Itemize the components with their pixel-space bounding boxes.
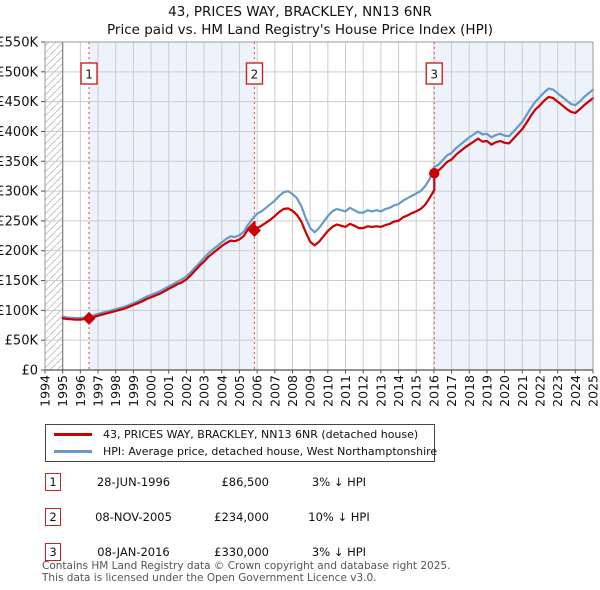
sale-number-label: 3 bbox=[430, 68, 438, 82]
transaction-number-badge: 2 bbox=[45, 507, 61, 526]
footer-line-2: This data is licensed under the Open Gov… bbox=[42, 572, 377, 584]
x-axis-tick-label: 2004 bbox=[214, 375, 229, 407]
y-axis-tick-label: £300K bbox=[0, 185, 38, 200]
y-axis-tick-label: £0 bbox=[21, 364, 38, 379]
x-axis-tick-label: 2006 bbox=[250, 375, 265, 407]
y-axis-tick-label: £200K bbox=[0, 244, 38, 259]
transaction-price: £86,500 bbox=[221, 474, 269, 489]
sale-point-marker bbox=[82, 311, 96, 325]
shaded-ownership-region bbox=[89, 42, 255, 370]
blue-line-sample bbox=[54, 450, 92, 453]
x-axis-tick-label: 1994 bbox=[38, 375, 53, 407]
transaction-number-badge: 1 bbox=[45, 472, 61, 491]
y-axis-tick-label: £250K bbox=[0, 214, 38, 229]
x-axis-tick-label: 2009 bbox=[303, 375, 318, 407]
x-axis-tick-label: 2007 bbox=[267, 375, 282, 407]
x-axis-tick-label: 2018 bbox=[462, 375, 477, 407]
x-axis-tick-label: 2008 bbox=[285, 375, 300, 407]
x-axis-tick-label: 2005 bbox=[232, 375, 247, 407]
table-row: 3 08-JAN-2016 £330,000 3% ↓ HPI bbox=[45, 541, 475, 562]
x-axis-tick-label: 2021 bbox=[515, 375, 530, 407]
legend-item-price-paid: 43, PRICES WAY, BRACKLEY, NN13 6NR (deta… bbox=[54, 427, 434, 442]
x-axis-tick-label: 1999 bbox=[126, 375, 141, 407]
transaction-hpi-diff: 3% ↓ HPI bbox=[311, 544, 367, 559]
y-axis-tick-label: £350K bbox=[0, 155, 38, 170]
x-axis-tick-label: 1996 bbox=[73, 375, 88, 407]
transaction-date: 28-JUN-1996 bbox=[96, 474, 171, 489]
x-axis-tick-label: 2001 bbox=[161, 375, 176, 407]
transaction-hpi-diff: 3% ↓ HPI bbox=[311, 474, 367, 489]
y-axis-tick-label: £550K bbox=[0, 36, 38, 51]
footer-line-1: Contains HM Land Registry data © Crown c… bbox=[42, 560, 451, 572]
transaction-number-badge: 3 bbox=[45, 542, 61, 561]
x-axis-tick-label: 2020 bbox=[497, 375, 512, 407]
sale-number-label: 2 bbox=[251, 68, 259, 82]
sale-number-label: 1 bbox=[85, 68, 93, 82]
x-axis-tick-label: 1995 bbox=[55, 375, 70, 407]
y-axis-tick-label: £400K bbox=[0, 125, 38, 140]
x-axis-tick-label: 2025 bbox=[586, 375, 600, 407]
sale-point-marker bbox=[429, 168, 440, 179]
x-axis-tick-label: 2013 bbox=[373, 375, 388, 407]
x-axis-tick-label: 2023 bbox=[550, 375, 565, 407]
transaction-hpi-diff: 10% ↓ HPI bbox=[308, 509, 370, 524]
x-axis-tick-label: 2011 bbox=[338, 375, 353, 407]
x-axis-tick-label: 2000 bbox=[144, 375, 159, 407]
x-axis-tick-label: 1998 bbox=[108, 375, 123, 407]
x-axis-tick-label: 2019 bbox=[479, 375, 494, 407]
page-title: 43, PRICES WAY, BRACKLEY, NN13 6NR bbox=[168, 4, 432, 20]
sale-point-marker bbox=[247, 223, 261, 237]
transaction-price: £234,000 bbox=[214, 509, 269, 524]
x-axis-tick-label: 1997 bbox=[91, 375, 106, 407]
x-axis-tick-label: 2010 bbox=[320, 375, 335, 407]
price-history-chart: £0 £50K £100K £150K £200K £250K £300K £350K £400… bbox=[0, 36, 600, 407]
hpi-line bbox=[61, 87, 595, 320]
x-axis-tick-label: 2002 bbox=[179, 375, 194, 407]
y-axis-tick-label: £100K bbox=[0, 304, 38, 319]
y-axis-tick-label: £150K bbox=[0, 274, 38, 289]
chart-legend: 43, PRICES WAY, BRACKLEY, NN13 6NR (deta… bbox=[45, 424, 438, 462]
x-axis-tick-label: 2003 bbox=[197, 375, 212, 407]
transaction-date: 08-JAN-2016 bbox=[97, 544, 170, 559]
x-axis-tick-label: 2024 bbox=[568, 375, 583, 407]
legend-label-hpi: HPI: Average price, detached house, West… bbox=[103, 445, 438, 458]
price-paid-line bbox=[61, 95, 595, 321]
x-axis-tick-label: 2015 bbox=[409, 375, 424, 407]
shaded-ownership-region bbox=[434, 42, 593, 370]
y-axis-tick-label: £50K bbox=[5, 334, 39, 349]
hatched-no-data-region bbox=[45, 42, 63, 370]
sale-number-box bbox=[425, 62, 443, 85]
red-line-sample bbox=[54, 433, 92, 436]
x-axis-tick-label: 2022 bbox=[532, 375, 547, 407]
page-subtitle: Price paid vs. HM Land Registry's House … bbox=[107, 22, 493, 38]
y-axis-tick-label: £500K bbox=[0, 65, 38, 80]
legend-item-hpi: HPI: Average price, detached house, West… bbox=[54, 444, 438, 459]
x-axis-tick-label: 2014 bbox=[391, 375, 406, 407]
table-row: 2 08-NOV-2005 £234,000 10% ↓ HPI bbox=[45, 506, 475, 527]
table-row: 1 28-JUN-1996 £86,500 3% ↓ HPI bbox=[45, 471, 475, 492]
sale-number-box bbox=[245, 62, 264, 85]
y-axis-tick-label: £450K bbox=[0, 95, 38, 110]
sale-number-box bbox=[80, 62, 98, 85]
license-footer: Contains HM Land Registry data © Crown c… bbox=[42, 560, 450, 584]
transaction-price: £330,000 bbox=[214, 544, 269, 559]
x-axis-tick-label: 2012 bbox=[356, 375, 371, 407]
legend-label-price-paid: 43, PRICES WAY, BRACKLEY, NN13 6NR (deta… bbox=[103, 428, 419, 441]
x-axis-tick-label: 2017 bbox=[444, 375, 459, 407]
transaction-date: 08-NOV-2005 bbox=[95, 509, 172, 524]
transactions-table: 1 28-JUN-1996 £86,500 3% ↓ HPI 2 08-NOV-… bbox=[45, 471, 475, 576]
x-axis-tick-label: 2016 bbox=[426, 375, 441, 407]
